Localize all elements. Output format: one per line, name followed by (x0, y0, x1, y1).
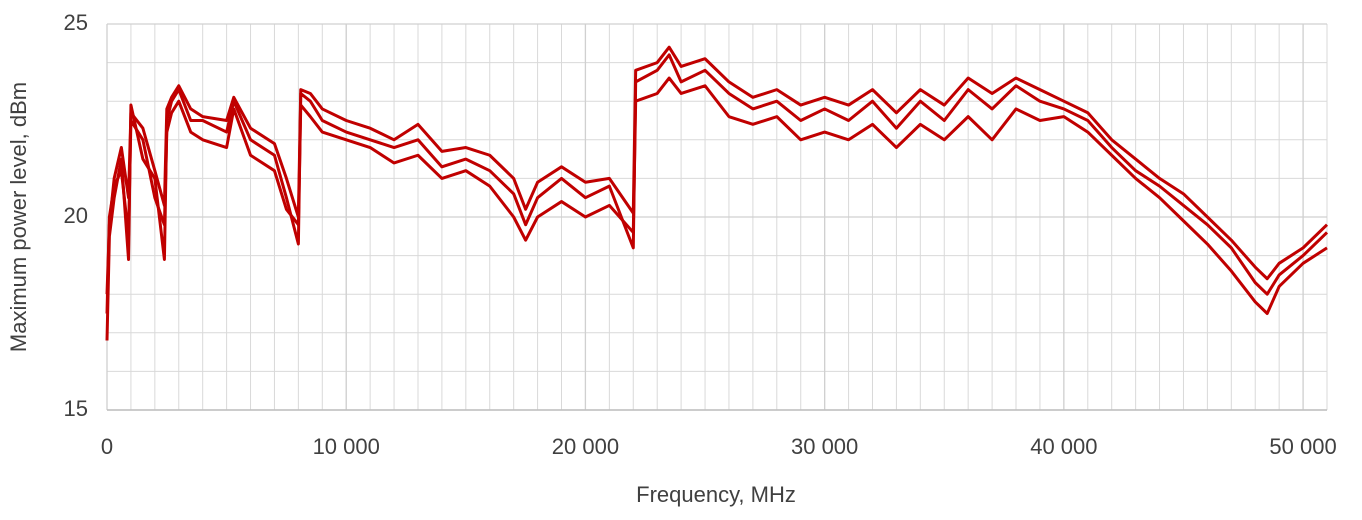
y-tick-label: 20 (64, 203, 88, 228)
data-line (105, 76, 1328, 315)
x-tick-label: 40 000 (1030, 434, 1097, 459)
x-tick-label: 20 000 (552, 434, 619, 459)
y-axis-label: Maximum power level, dBm (6, 82, 31, 352)
data-line (105, 53, 1329, 341)
x-tick-label: 30 000 (791, 434, 858, 459)
data-line (105, 45, 1329, 295)
y-tick-label: 15 (64, 396, 88, 421)
x-axis-label: Frequency, MHz (636, 482, 796, 507)
x-tick-label: 0 (101, 434, 113, 459)
x-tick-label: 50 000 (1269, 434, 1336, 459)
y-tick-label: 25 (64, 10, 88, 35)
x-tick-label: 10 000 (313, 434, 380, 459)
